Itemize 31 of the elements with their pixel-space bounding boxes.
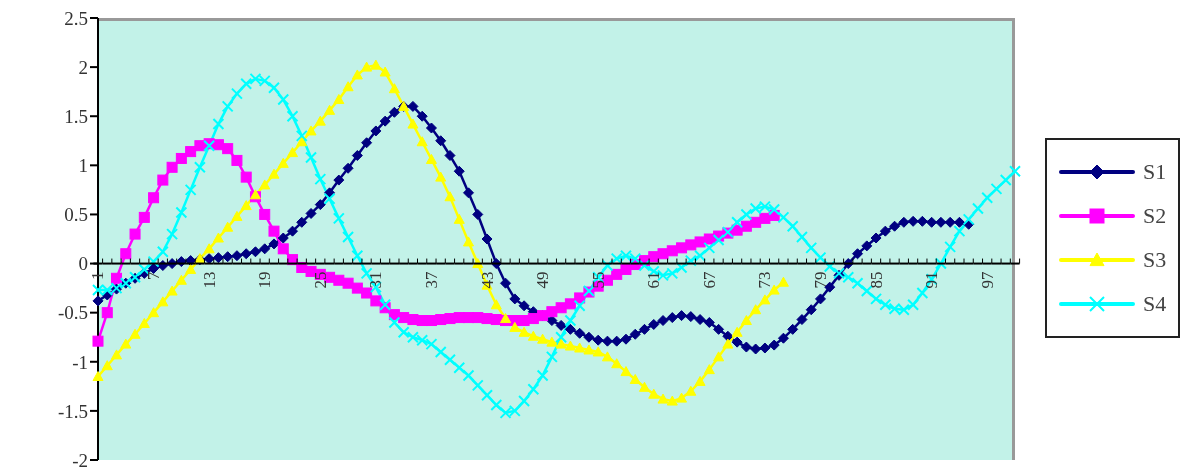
y-tick-label: 1.5	[64, 105, 88, 127]
x-tick-label: 49	[533, 271, 553, 289]
y-tick-label: 1	[78, 155, 88, 177]
legend-label: S3	[1143, 247, 1167, 273]
y-tick-label: 0.5	[64, 204, 88, 226]
x-tick-label: 43	[477, 271, 497, 289]
x-tick-label: 31	[366, 271, 386, 289]
legend-label: S1	[1143, 159, 1167, 185]
x-tick-label: 97	[977, 271, 997, 289]
x-tick-label: 91	[922, 271, 942, 289]
y-tick-label: -1.5	[57, 400, 88, 422]
x-tick-label: 85	[866, 271, 886, 289]
y-tick-label: -2	[72, 449, 88, 471]
x-tick-label: 25	[310, 271, 330, 289]
y-tick-label: 2.5	[64, 7, 88, 29]
y-tick-label: 2	[78, 56, 88, 78]
legend-label: S2	[1143, 203, 1167, 229]
legend-label: S4	[1143, 291, 1167, 317]
y-tick-label: -0.5	[57, 302, 88, 324]
y-tick-label: 0	[78, 253, 88, 275]
x-tick-label: 67	[699, 271, 719, 289]
x-tick-label: 37	[421, 271, 441, 289]
y-tick-label: -1	[72, 351, 88, 373]
x-tick-label: 61	[644, 271, 664, 289]
x-tick-label: 19	[255, 271, 275, 289]
x-tick-label: 79	[810, 271, 830, 289]
x-tick-label: 7	[144, 271, 164, 281]
x-tick-label: 73	[755, 271, 775, 289]
x-tick-label: 55	[588, 271, 608, 289]
x-tick-label: 13	[199, 271, 219, 289]
x-tick-label: 1	[88, 271, 108, 281]
